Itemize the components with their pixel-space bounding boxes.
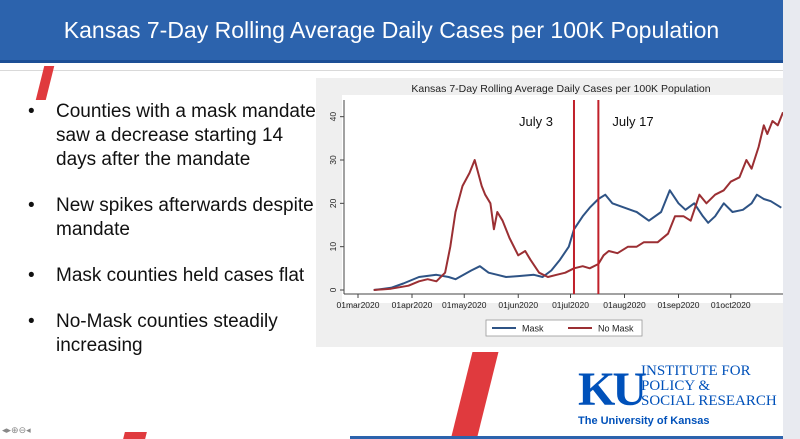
mandate-label-1: July 3 (519, 114, 553, 129)
series-line-no-mask (373, 111, 783, 291)
x-tick-label: 01apr2020 (392, 300, 433, 310)
bullet-text: Mask counties held cases flat (56, 265, 305, 286)
x-tick-label: 01jul2020 (552, 300, 589, 310)
bullet-item: • New spikes afterwards despite mandate (28, 195, 314, 240)
legend-box (485, 319, 643, 337)
ku-logo-letters: KU (578, 363, 647, 416)
y-tick-label: 0 (328, 287, 338, 292)
x-tick-label: 01may2020 (442, 300, 487, 310)
x-tick-label: 01jun2020 (498, 300, 538, 310)
x-tick-label: 01mar2020 (336, 300, 379, 310)
plot-background (342, 95, 783, 303)
title-bar: Kansas 7-Day Rolling Average Daily Cases… (0, 0, 783, 63)
x-tick-label: 01aug2020 (603, 300, 646, 310)
bullet-item: • Mask counties held cases flat (28, 265, 305, 286)
line-chart: Kansas 7-Day Rolling Average Daily Cases… (328, 83, 783, 337)
bullet-text: New spikes afterwards despite mandate (56, 195, 314, 240)
divider (0, 70, 783, 71)
x-tick-label: 01sep2020 (657, 300, 699, 310)
y-tick-label: 30 (328, 155, 338, 165)
bullet-text: No-Mask counties steadily increasing (56, 311, 278, 356)
y-tick-label: 20 (328, 198, 338, 208)
institute-line-1: INSTITUTE FOR (641, 363, 751, 379)
university-name: The University of Kansas (578, 415, 710, 427)
bullet-item: • No-Mask counties steadily increasing (28, 311, 278, 356)
legend-label-no-mask: No Mask (598, 324, 634, 334)
bullet-text: Counties with a mask mandate saw a decre… (56, 101, 316, 170)
x-tick-label: 01oct2020 (711, 300, 751, 310)
slide-title: Kansas 7-Day Rolling Average Daily Cases… (63, 17, 720, 43)
chart-title: Kansas 7-Day Rolling Average Daily Cases… (411, 83, 710, 95)
bottom-accent-bar (350, 436, 783, 439)
window-edge (783, 0, 800, 439)
institute-name: INSTITUTE FOR POLICY & SOCIAL RESEARCH (641, 364, 777, 409)
chart-panel: Kansas 7-Day Rolling Average Daily Cases… (316, 78, 783, 347)
institute-line-2: POLICY & (641, 378, 711, 394)
y-tick-label: 10 (328, 242, 338, 252)
legend-label-mask: Mask (522, 324, 544, 334)
slideshow-nav-controls[interactable]: ◂▸⊕⊖◂ (2, 425, 31, 435)
mandate-label-2: July 17 (612, 114, 653, 129)
bullet-list: • Counties with a mask mandate saw a decr… (26, 100, 316, 380)
bullet-item: • Counties with a mask mandate saw a decr… (28, 101, 316, 170)
y-tick-label: 40 (328, 112, 338, 122)
red-accent-slash-top (35, 66, 55, 100)
ku-ipsr-logo: KU INSTITUTE FOR POLICY & SOCIAL RESEARC… (578, 360, 788, 430)
institute-line-3: SOCIAL RESEARCH (641, 393, 777, 409)
red-accent-slash-middle (451, 352, 499, 436)
red-accent-slash-bottom (123, 432, 147, 439)
